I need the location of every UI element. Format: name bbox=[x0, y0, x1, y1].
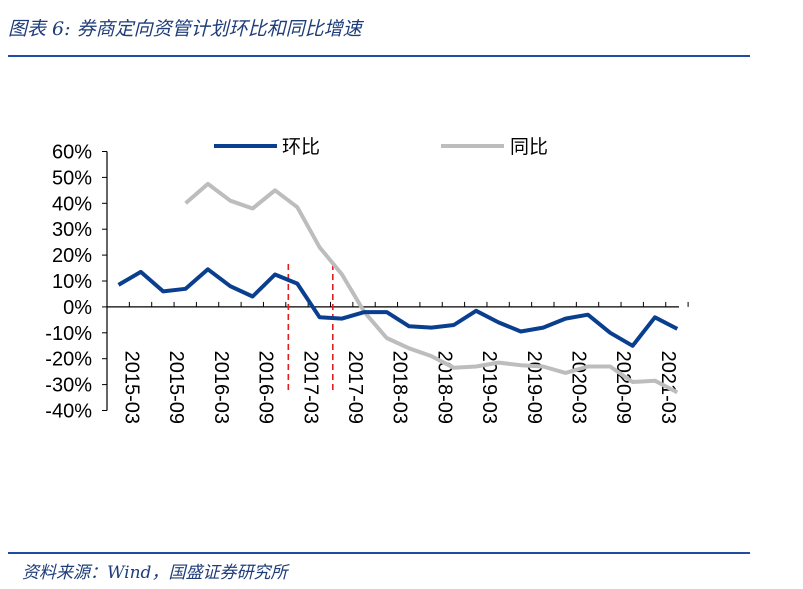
x-tick-label: 2019-03 bbox=[478, 351, 500, 424]
y-axis: 60% 50% 40% 30% 20% 10% 0% -10% -20% -30% -40% bbox=[45, 142, 108, 423]
x-tick-label: 2015-09 bbox=[165, 351, 187, 424]
x-tick-label: 2017-03 bbox=[299, 351, 321, 424]
x-tick-label: 2018-03 bbox=[389, 351, 411, 424]
y-tick-label: -30% bbox=[45, 375, 92, 397]
legend: 环比 同比 bbox=[214, 136, 548, 158]
figure-title: 图表 6: 券商定向资管计划环比和同比增速 bbox=[8, 18, 362, 40]
bottom-rule bbox=[8, 552, 750, 554]
legend-label: 同比 bbox=[510, 136, 548, 158]
series-line-hb bbox=[117, 267, 679, 348]
y-tick-label: 60% bbox=[52, 142, 92, 164]
x-tick-label: 2015-03 bbox=[121, 351, 143, 424]
event-markers bbox=[287, 264, 334, 390]
x-tick-label: 2020-09 bbox=[612, 351, 634, 424]
x-tick-label: 2019-09 bbox=[523, 351, 545, 424]
top-rule bbox=[8, 55, 750, 57]
legend-label: 环比 bbox=[282, 136, 320, 158]
source-note: 资料来源：Wind，国盛证券研究所 bbox=[22, 563, 288, 583]
x-tick-label: 2020-03 bbox=[568, 351, 590, 424]
series-lines bbox=[117, 181, 679, 395]
x-axis: 2015-03 2015-09 2016-03 2016-09 2017-03 2017-… bbox=[106, 301, 689, 424]
y-tick-label: -10% bbox=[45, 323, 92, 345]
series-line-tb bbox=[184, 181, 679, 395]
y-tick-label: 10% bbox=[52, 271, 92, 293]
chart: 60% 50% 40% 30% 20% 10% 0% -10% -20% -30% -40% 201… bbox=[45, 136, 689, 424]
y-tick-label: 30% bbox=[52, 219, 92, 241]
y-tick-label: 50% bbox=[52, 167, 92, 189]
x-tick-label: 2016-03 bbox=[210, 351, 232, 424]
x-tick-label: 2018-09 bbox=[433, 351, 455, 424]
x-tick-label: 2016-09 bbox=[255, 351, 277, 424]
x-tick-label: 2017-09 bbox=[344, 351, 366, 424]
y-tick-label: -40% bbox=[45, 401, 92, 423]
y-tick-label: 40% bbox=[52, 193, 92, 215]
y-tick-label: -20% bbox=[45, 349, 92, 371]
y-tick-label: 20% bbox=[52, 245, 92, 267]
y-tick-label: 0% bbox=[63, 297, 92, 319]
